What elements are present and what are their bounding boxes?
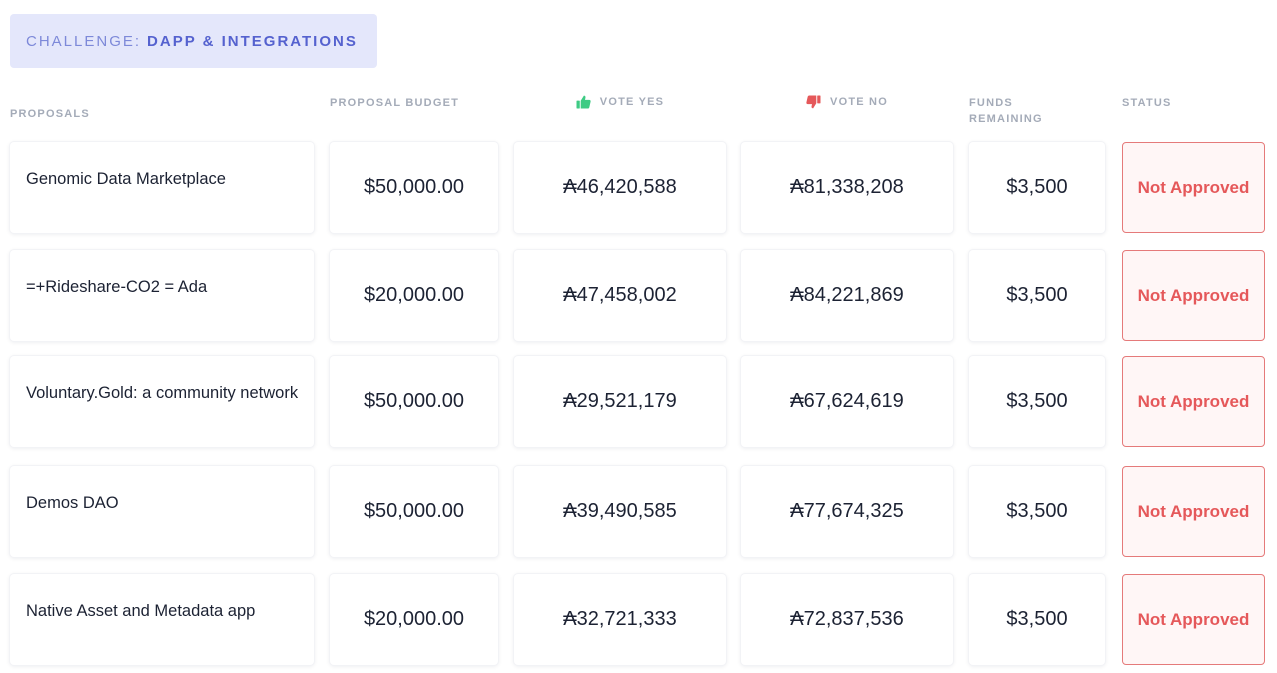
challenge-badge: CHALLENGE: DAPP & INTEGRATIONS <box>10 14 377 68</box>
funds-remaining-value: $3,500 <box>969 574 1105 665</box>
vote-yes-value: ₳39,490,585 <box>514 466 726 557</box>
column-header-status: STATUS <box>1122 97 1172 109</box>
proposal-budget: $20,000.00 <box>330 574 498 665</box>
status-badge: Not Approved <box>1122 142 1265 233</box>
vote-yes-value: ₳29,521,179 <box>514 356 726 447</box>
status-badge: Not Approved <box>1122 466 1265 557</box>
column-header-budget: PROPOSAL BUDGET <box>330 97 460 109</box>
column-header-funds-line2: REMAINING <box>969 113 1043 125</box>
funds-remaining-value: $3,500 <box>969 356 1105 447</box>
vote-yes-value: ₳46,420,588 <box>514 142 726 233</box>
proposal-name[interactable]: Genomic Data Marketplace <box>10 142 314 233</box>
vote-yes-value: ₳47,458,002 <box>514 250 726 341</box>
proposal-budget: $50,000.00 <box>330 142 498 233</box>
funds-remaining-value: $3,500 <box>969 466 1105 557</box>
status-badge: Not Approved <box>1122 356 1265 447</box>
column-header-vote-yes: VOTE YES <box>514 94 726 110</box>
proposal-budget: $50,000.00 <box>330 466 498 557</box>
column-header-vote-no-label: VOTE NO <box>830 96 888 108</box>
vote-no-value: ₳72,837,536 <box>741 574 953 665</box>
vote-yes-value: ₳32,721,333 <box>514 574 726 665</box>
thumbs-down-icon <box>806 95 821 109</box>
status-badge: Not Approved <box>1122 250 1265 341</box>
thumbs-up-icon <box>576 95 591 109</box>
vote-no-value: ₳81,338,208 <box>741 142 953 233</box>
challenge-prefix: CHALLENGE: <box>26 32 142 50</box>
proposal-name[interactable]: Native Asset and Metadata app <box>10 574 314 665</box>
column-header-funds-remaining: FUNDS REMAINING <box>969 95 1043 127</box>
funds-remaining-value: $3,500 <box>969 142 1105 233</box>
column-header-vote-yes-label: VOTE YES <box>599 96 665 108</box>
proposal-name[interactable]: Voluntary.Gold: a community network <box>10 356 314 447</box>
proposal-name[interactable]: Demos DAO <box>10 466 314 557</box>
vote-no-value: ₳77,674,325 <box>741 466 953 557</box>
vote-no-value: ₳67,624,619 <box>741 356 953 447</box>
column-header-vote-no: VOTE NO <box>741 94 953 110</box>
proposal-name[interactable]: =+Rideshare-CO2 = Ada <box>10 250 314 341</box>
funds-remaining-value: $3,500 <box>969 250 1105 341</box>
challenge-name: DAPP & INTEGRATIONS <box>147 32 358 50</box>
column-header-funds-line1: FUNDS <box>969 97 1013 109</box>
column-header-proposals: PROPOSALS <box>10 108 90 120</box>
vote-no-value: ₳84,221,869 <box>741 250 953 341</box>
status-badge: Not Approved <box>1122 574 1265 665</box>
proposal-budget: $20,000.00 <box>330 250 498 341</box>
proposal-budget: $50,000.00 <box>330 356 498 447</box>
